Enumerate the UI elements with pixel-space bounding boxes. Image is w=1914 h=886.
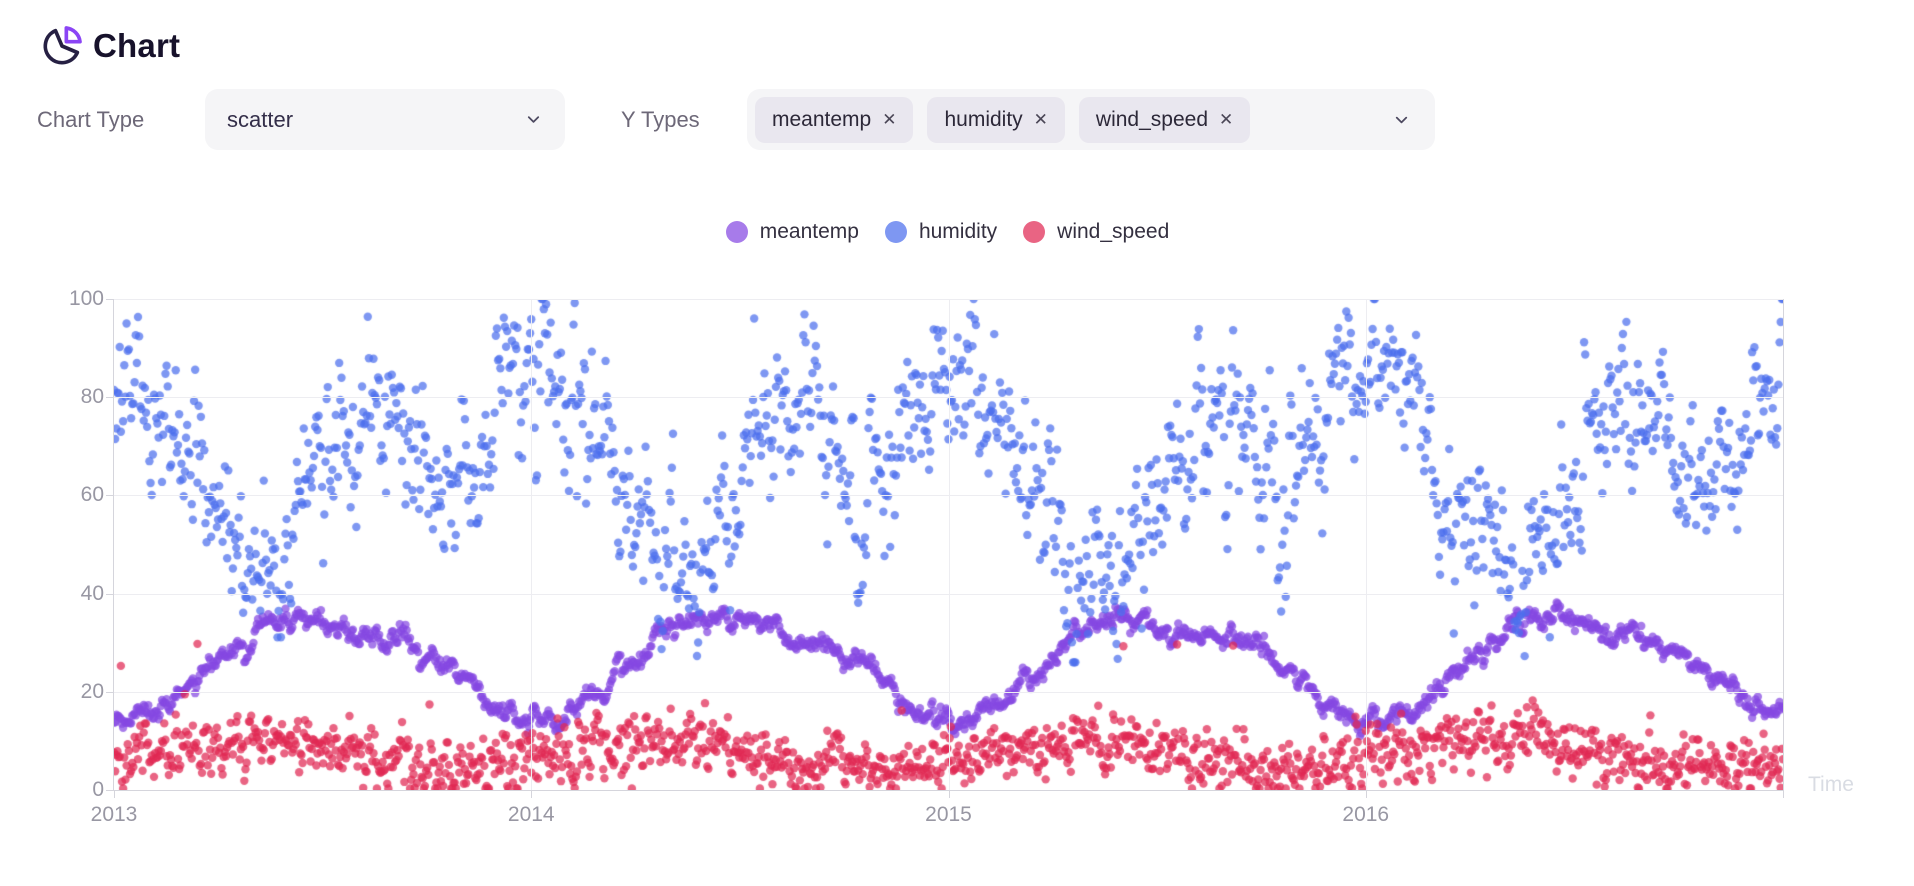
- chart-type-value: scatter: [227, 106, 294, 132]
- remove-tag-icon[interactable]: ✕: [882, 110, 897, 129]
- gridline-vertical: [531, 299, 533, 790]
- legend: meantemp humidity wind_speed: [113, 206, 1782, 258]
- y-axis-tick-label: 80: [80, 385, 104, 409]
- x-axis-tick-mark: [1365, 790, 1367, 798]
- tag-label: meantemp: [772, 107, 872, 131]
- x-axis-title: Time: [1808, 773, 1854, 796]
- chevron-down-icon: [524, 110, 543, 129]
- y-axis-tick-mark: [106, 593, 114, 595]
- chart-type-label: Chart Type: [37, 106, 145, 132]
- y-axis-tick-label: 60: [80, 483, 104, 507]
- y-axis-tick-label: 40: [80, 581, 104, 605]
- y-axis-tick-mark: [106, 790, 114, 791]
- y-axis-tick-label: 0: [92, 778, 104, 801]
- tag-label: wind_speed: [1095, 107, 1209, 131]
- y-type-tag-meantemp[interactable]: meantemp ✕: [755, 96, 914, 143]
- y-types-multiselect[interactable]: meantemp ✕ humidity ✕ wind_speed ✕: [747, 89, 1435, 150]
- x-axis-tick-label: 2016: [1342, 803, 1390, 826]
- tag-label: humidity: [944, 107, 1023, 131]
- x-axis-tick-label: 2015: [925, 803, 972, 826]
- y-axis-tick-mark: [106, 397, 114, 399]
- remove-tag-icon[interactable]: ✕: [1033, 110, 1048, 129]
- legend-swatch: [1023, 221, 1046, 243]
- y-types-label: Y Types: [621, 106, 700, 132]
- gridline-vertical: [948, 299, 950, 790]
- legend-swatch: [725, 221, 748, 243]
- remove-tag-icon[interactable]: ✕: [1219, 110, 1234, 129]
- y-type-tag-wind-speed[interactable]: wind_speed ✕: [1078, 96, 1251, 143]
- chart-type-select[interactable]: scatter: [205, 89, 565, 150]
- y-type-tag-humidity[interactable]: humidity ✕: [927, 96, 1065, 143]
- chevron-down-icon: [1392, 110, 1411, 129]
- plot-area: 100 80 60 40 20 0 2013 2014 2015 2016: [69, 287, 1784, 826]
- legend-label: meantemp: [759, 220, 859, 243]
- legend-item-wind-speed[interactable]: wind_speed: [1023, 220, 1169, 244]
- y-axis-tick-mark: [106, 299, 114, 300]
- gridline-vertical: [1365, 299, 1367, 790]
- x-axis-tick-label: 2013: [90, 803, 138, 826]
- y-axis-tick-label: 20: [80, 679, 104, 703]
- x-axis-tick-mark: [1783, 790, 1784, 798]
- x-axis-tick-label: 2014: [507, 803, 555, 826]
- legend-swatch: [884, 221, 907, 243]
- legend-item-humidity[interactable]: humidity: [884, 220, 998, 244]
- y-axis-tick-label: 100: [68, 287, 104, 310]
- legend-item-meantemp[interactable]: meantemp: [725, 220, 859, 244]
- x-axis-tick-mark: [531, 790, 533, 798]
- legend-label: humidity: [918, 220, 998, 243]
- x-axis-tick-mark: [114, 790, 115, 798]
- page-title: Chart: [93, 27, 181, 64]
- legend-label: wind_speed: [1057, 220, 1170, 243]
- y-axis-tick-mark: [106, 691, 114, 693]
- pie-chart-icon: [42, 26, 82, 66]
- app-header: Chart: [42, 26, 180, 66]
- x-axis-tick-mark: [948, 790, 950, 798]
- y-axis-tick-mark: [106, 495, 114, 497]
